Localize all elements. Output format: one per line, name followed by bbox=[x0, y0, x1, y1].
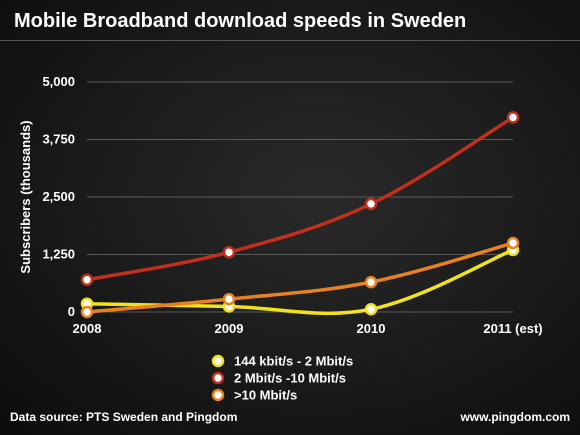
grid-lines bbox=[87, 81, 513, 313]
data-source-note: Data source: PTS Sweden and Pingdom bbox=[10, 410, 238, 424]
site-credit: www.pingdom.com bbox=[460, 410, 570, 424]
data-point bbox=[80, 273, 94, 287]
legend-label: >10 Mbit/s bbox=[234, 388, 297, 403]
series-lines bbox=[80, 111, 520, 319]
data-point bbox=[364, 302, 378, 316]
y-tick-label: 0 bbox=[68, 304, 75, 319]
legend-label: 144 kbit/s - 2 Mbit/s bbox=[234, 354, 353, 369]
series-line bbox=[85, 115, 515, 282]
series-1 bbox=[80, 243, 520, 316]
data-point bbox=[506, 111, 520, 124]
legend: 144 kbit/s - 2 Mbit/s 2 Mbit/s -10 Mbit/s… bbox=[211, 354, 353, 403]
series-2 bbox=[80, 111, 520, 287]
data-point bbox=[222, 292, 236, 306]
series-3 bbox=[80, 236, 520, 319]
series-line bbox=[85, 248, 515, 316]
data-point bbox=[364, 275, 378, 289]
legend-marker bbox=[211, 371, 225, 385]
data-point bbox=[364, 197, 378, 211]
x-tick-label: 2011 (est) bbox=[483, 321, 542, 336]
x-tick-label: 2010 bbox=[357, 321, 386, 336]
legend-marker bbox=[211, 388, 225, 402]
legend-label: 2 Mbit/s -10 Mbit/s bbox=[234, 371, 346, 386]
x-tick-label: 2009 bbox=[215, 321, 244, 336]
title-divider bbox=[0, 40, 580, 41]
chart-title: Mobile Broadband download speeds in Swed… bbox=[14, 10, 467, 32]
y-tick-label: 5,000 bbox=[42, 74, 75, 89]
series-line bbox=[85, 241, 515, 314]
x-tick-labels: 2008 2009 2010 2011 (est) bbox=[73, 321, 543, 336]
y-tick-label: 3,750 bbox=[42, 132, 75, 147]
data-point bbox=[80, 305, 94, 319]
x-tick-label: 2008 bbox=[73, 321, 102, 336]
legend-marker bbox=[211, 354, 225, 368]
y-tick-label: 1,250 bbox=[42, 247, 75, 262]
y-tick-label: 2,500 bbox=[42, 189, 75, 204]
y-axis-label: Subscribers (thousands) bbox=[18, 120, 33, 273]
y-tick-labels: 0 1,250 2,500 3,750 5,000 bbox=[42, 74, 75, 319]
data-point bbox=[222, 245, 236, 259]
data-point bbox=[506, 236, 520, 250]
